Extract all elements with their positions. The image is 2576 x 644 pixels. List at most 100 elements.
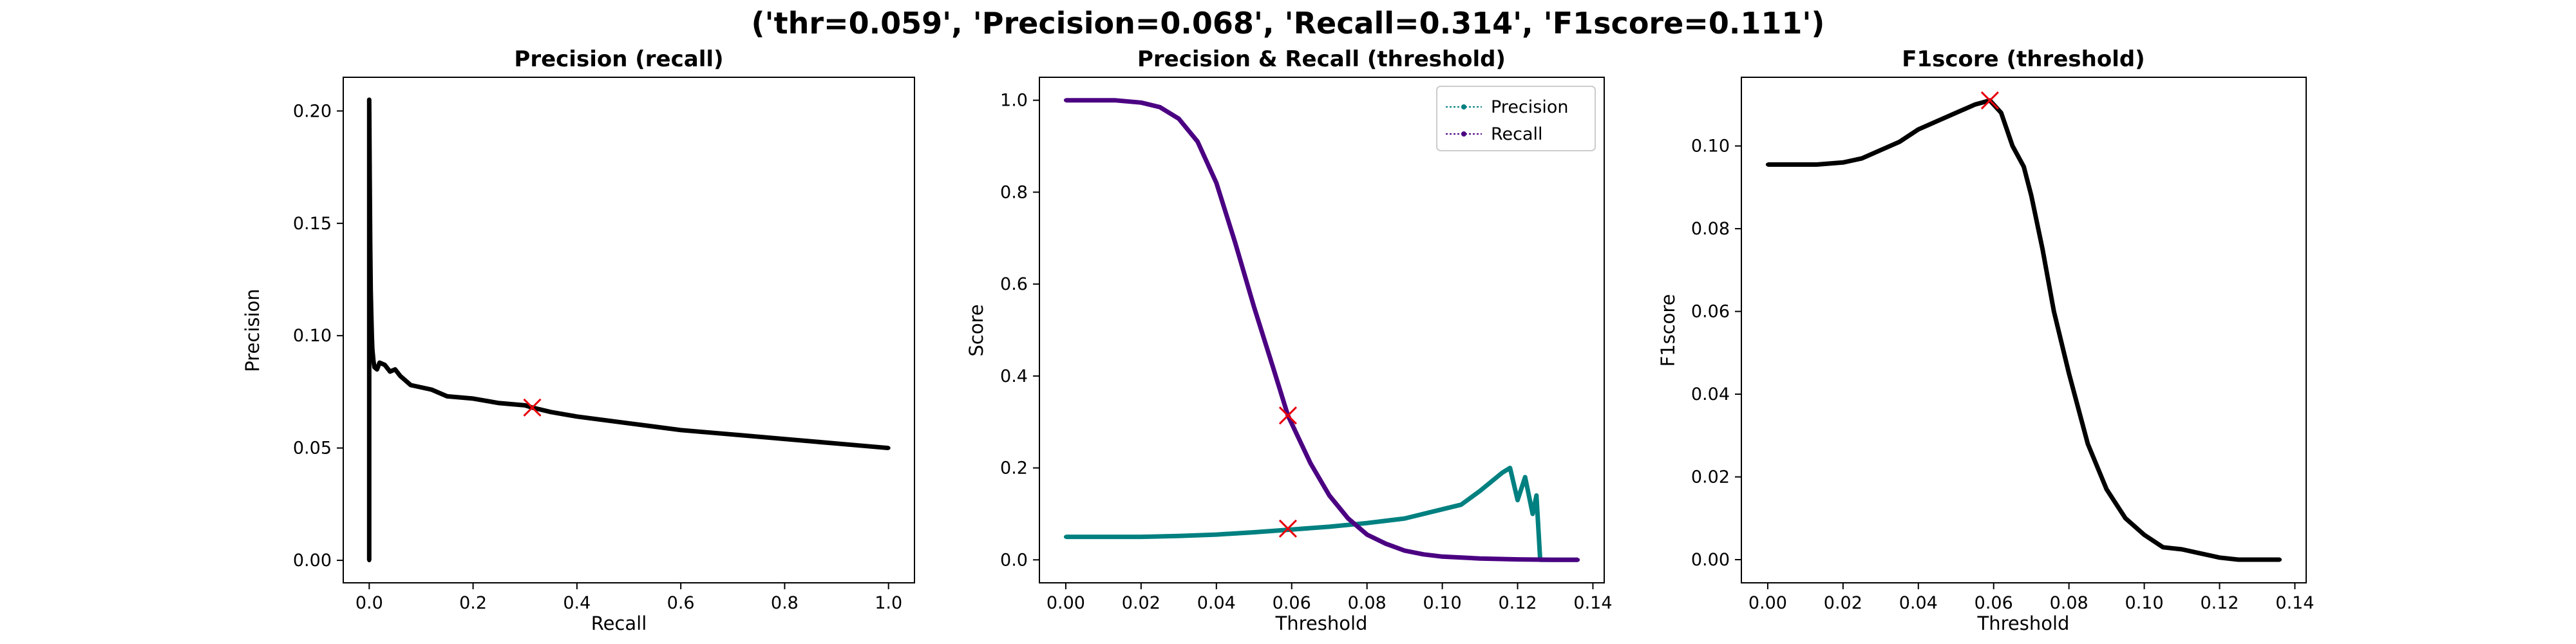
precision-recall-curve-point bbox=[368, 243, 372, 248]
selected-threshold-marker bbox=[1278, 406, 1297, 425]
precision-recall-curve-point bbox=[419, 385, 423, 390]
recall-curve-point bbox=[1252, 305, 1256, 309]
precision-recall-curve-point bbox=[679, 428, 683, 432]
x-axis-label: Threshold bbox=[1977, 612, 2070, 634]
x-tick-label: 0.00 bbox=[1748, 593, 1787, 613]
x-tick-label: 0.04 bbox=[1899, 593, 1938, 613]
x-tick-label: 0.2 bbox=[459, 593, 487, 613]
f1score-curve-point bbox=[1860, 156, 1864, 160]
precision-recall-curve-point bbox=[782, 437, 787, 441]
precision-curve-point bbox=[1440, 507, 1444, 511]
y-tick-label: 0.00 bbox=[293, 551, 332, 571]
precision-recall-curve-point bbox=[574, 414, 579, 419]
precision-recall-curve-point bbox=[368, 176, 372, 180]
x-tick-label: 0.06 bbox=[1975, 593, 2013, 613]
x-tick-label: 1.0 bbox=[875, 593, 902, 613]
f1score-curve-point bbox=[2217, 555, 2222, 560]
precision-recall-curve-point bbox=[369, 311, 374, 316]
f1score-curve-point bbox=[2180, 547, 2184, 551]
recall-curve-point bbox=[1365, 533, 1369, 537]
y-axis-label: Score bbox=[965, 304, 987, 356]
f1score-curve-point bbox=[2040, 247, 2045, 252]
recall-curve-point bbox=[1515, 557, 1520, 562]
legend: Precision Recall bbox=[1436, 86, 1596, 151]
recall-curve-point bbox=[1440, 554, 1444, 559]
x-tick-label: 0.12 bbox=[2200, 593, 2239, 613]
plot-frame bbox=[1039, 77, 1605, 583]
precision-curve-point bbox=[1365, 521, 1369, 526]
recall-curve-point bbox=[1478, 556, 1482, 561]
y-tick-label: 0.02 bbox=[1691, 468, 1730, 488]
y-tick-label: 0.0 bbox=[1000, 550, 1028, 570]
precision-curve-point bbox=[1508, 466, 1512, 470]
precision-recall-curve-point bbox=[367, 97, 372, 102]
f1score-curve-point bbox=[2161, 545, 2165, 549]
f1score-curve-point bbox=[1916, 127, 1920, 131]
precision-curve-point bbox=[1139, 535, 1143, 539]
y-tick-label: 0.10 bbox=[1691, 137, 1730, 156]
f1score-curve-point bbox=[1814, 162, 1819, 167]
recall-curve-point bbox=[1308, 461, 1312, 466]
precision-curve-point bbox=[1327, 524, 1332, 529]
legend-label: Recall bbox=[1491, 124, 1543, 144]
f1score-curve-point bbox=[2029, 193, 2034, 198]
y-tick-label: 0.10 bbox=[293, 326, 332, 346]
precision-recall-curve-point bbox=[393, 367, 397, 372]
recall-curve-point bbox=[1576, 558, 1580, 562]
precision-recall-curve-point bbox=[886, 446, 891, 450]
chart-title: Precision (recall) bbox=[514, 46, 723, 72]
recall-curve-point bbox=[1063, 98, 1068, 102]
precision-curve-point bbox=[1515, 498, 1520, 502]
f1score-curve-point bbox=[2142, 533, 2146, 537]
precision-recall-curve-point bbox=[377, 361, 382, 365]
precision-curve-point bbox=[1534, 493, 1539, 498]
precision-recall-curve-point bbox=[367, 558, 372, 563]
y-tick-label: 0.6 bbox=[1000, 274, 1028, 294]
precision-recall-curve-point bbox=[627, 421, 631, 426]
x-tick-label: 0.14 bbox=[2275, 593, 2314, 613]
precision-recall-curve-point bbox=[383, 363, 387, 367]
y-tick-label: 0.4 bbox=[1000, 366, 1028, 386]
f1score-curve-point bbox=[2052, 309, 2056, 314]
y-axis-label: Precision bbox=[242, 289, 263, 372]
recall-curve-point bbox=[1271, 365, 1275, 369]
x-tick-label: 0.4 bbox=[563, 593, 591, 613]
recall-curve-point bbox=[1112, 98, 1117, 102]
x-tick-label: 0.08 bbox=[2050, 593, 2088, 613]
precision-curve-point bbox=[1063, 535, 1068, 539]
f1score-curve-line bbox=[1767, 98, 2280, 562]
precision-recall-curve-point bbox=[408, 383, 413, 387]
plot-frame bbox=[343, 77, 915, 583]
y-tick-label: 1.0 bbox=[1000, 91, 1028, 111]
x-tick-label: 0.6 bbox=[667, 593, 695, 613]
precision-recall-curve-point bbox=[372, 365, 377, 370]
figure-title: ('thr=0.059', 'Precision=0.068', 'Recall… bbox=[752, 6, 1825, 41]
precision-curve-point bbox=[1459, 502, 1463, 507]
precision-recall-curve-point bbox=[398, 374, 402, 379]
f1score-curve-point bbox=[1954, 111, 1958, 115]
precision-curve-point bbox=[1252, 530, 1256, 535]
x-tick-label: 0.06 bbox=[1273, 593, 1311, 613]
precision-curve-point bbox=[1214, 533, 1218, 537]
legend-swatch-dot bbox=[1461, 131, 1466, 137]
f1score-curve-point bbox=[2105, 487, 2109, 491]
precision-curve-point bbox=[1403, 516, 1407, 521]
precision-curve-point bbox=[1478, 489, 1482, 493]
x-axis-label: Threshold bbox=[1275, 612, 1368, 634]
precision-recall-curve-point bbox=[430, 387, 434, 392]
precision-recall-curve-point bbox=[497, 401, 501, 405]
recall-curve-point bbox=[1214, 181, 1218, 185]
recall-curve-point bbox=[1346, 516, 1350, 521]
y-tick-label: 0.8 bbox=[1000, 182, 1028, 202]
y-tick-label: 0.04 bbox=[1691, 384, 1730, 404]
recall-curve-point bbox=[1327, 493, 1332, 498]
f1score-curve-point bbox=[2278, 558, 2282, 562]
legend-box bbox=[1436, 86, 1596, 151]
chart-precision-recall: Precision (recall) Recall Precision 0.0 0… bbox=[242, 46, 915, 634]
x-tick-label: 0.12 bbox=[1498, 593, 1537, 613]
precision-recall-curve-point bbox=[549, 410, 553, 414]
precision-curve-point bbox=[1530, 511, 1535, 516]
x-tick-label: 0.8 bbox=[771, 593, 799, 613]
chart-title: Precision & Recall (threshold) bbox=[1137, 46, 1506, 72]
f1score-curve-point bbox=[1841, 160, 1845, 165]
